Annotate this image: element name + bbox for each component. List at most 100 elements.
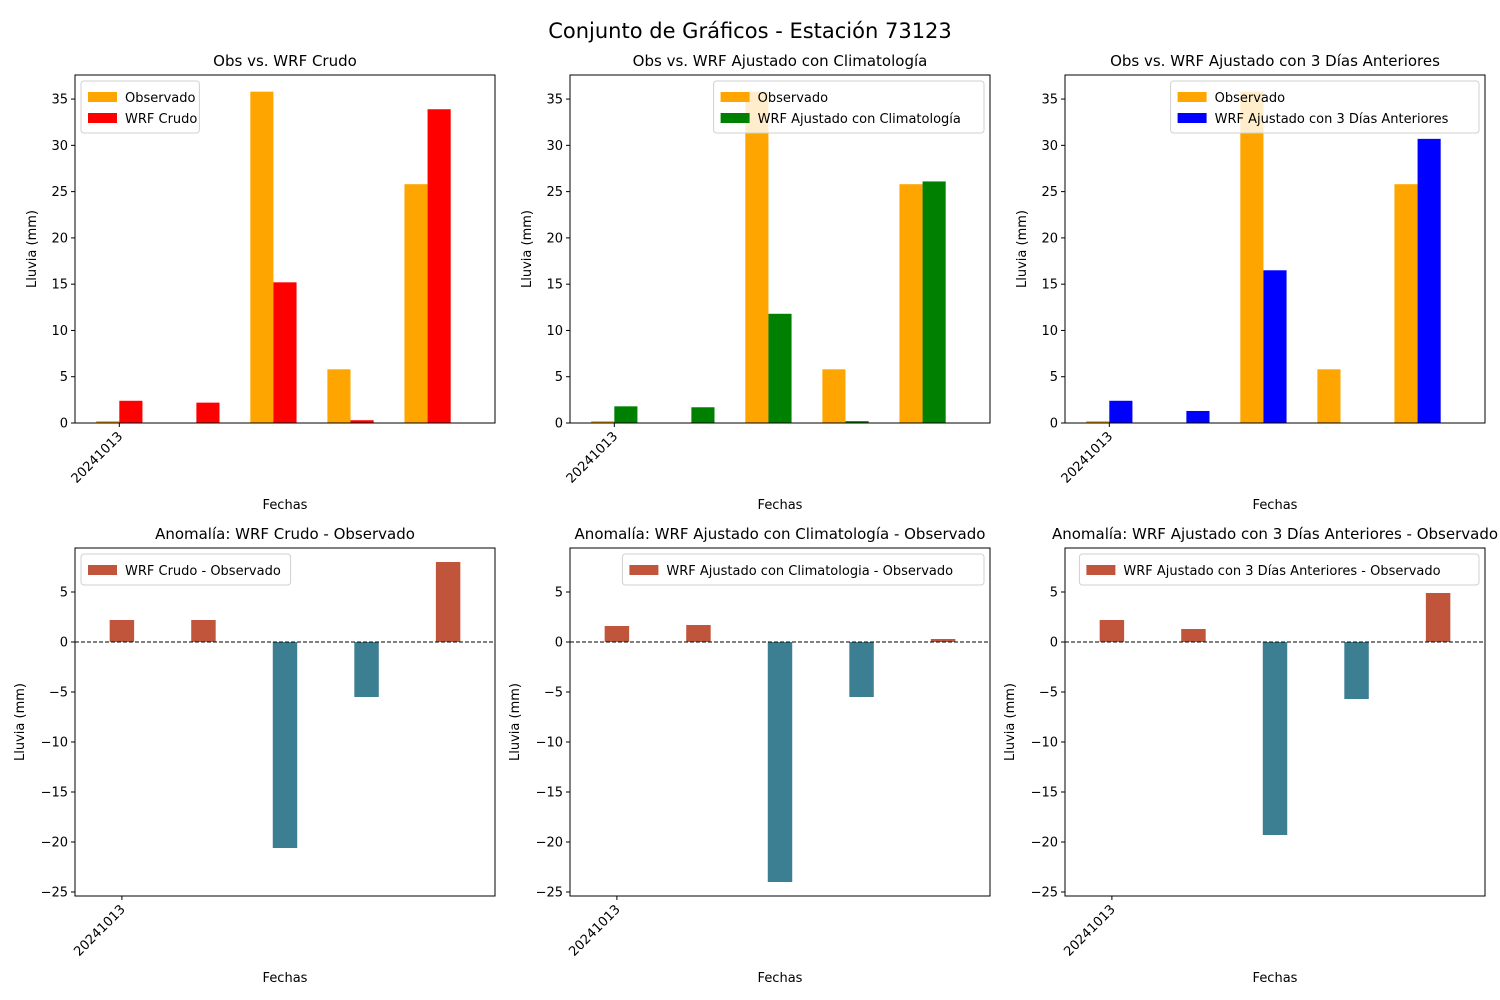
bar-series-1-5 bbox=[404, 184, 428, 423]
y-axis-label: Lluvia (mm) bbox=[1003, 683, 1018, 761]
y-tick-label: −20 bbox=[1031, 836, 1058, 851]
x-axis-label: Fechas bbox=[1253, 498, 1298, 513]
legend-box bbox=[1078, 553, 1480, 586]
y-tick-label: 0 bbox=[1050, 417, 1058, 432]
bar-series-1-1 bbox=[1086, 421, 1110, 423]
bar-anomaly-3 bbox=[767, 642, 793, 882]
y-tick-label: −20 bbox=[536, 836, 563, 851]
y-tick-label: 15 bbox=[1041, 278, 1058, 293]
y-tick-label: 25 bbox=[546, 185, 563, 200]
y-tick-label: −25 bbox=[1031, 886, 1058, 901]
x-tick-label: 20241013 bbox=[566, 902, 623, 959]
chart-title: Obs vs. WRF Ajustado con 3 Días Anterior… bbox=[1110, 52, 1440, 70]
plot-frame bbox=[74, 74, 496, 424]
y-axis-label: Lluvia (mm) bbox=[520, 210, 535, 288]
bar-anomaly-2 bbox=[191, 620, 216, 642]
y-tick-label: 30 bbox=[1041, 139, 1058, 154]
bar-series-1-3 bbox=[745, 91, 769, 423]
y-tick-label: 5 bbox=[60, 370, 68, 385]
x-axis-label: Fechas bbox=[758, 498, 803, 513]
chart-title: Anomalía: WRF Ajustado con 3 Días Anteri… bbox=[1052, 525, 1498, 543]
y-tick-label: −15 bbox=[536, 786, 563, 801]
y-tick-label: −5 bbox=[1039, 686, 1058, 701]
legend-box bbox=[1170, 80, 1480, 134]
bar-anomaly-5 bbox=[930, 639, 956, 642]
plot-frame bbox=[569, 547, 991, 897]
bar-anomaly-5 bbox=[1425, 593, 1451, 642]
bar-series-1-1 bbox=[96, 421, 120, 423]
y-tick-label: −10 bbox=[41, 736, 68, 751]
legend-label: WRF Ajustado con 3 Días Anteriores bbox=[1215, 112, 1449, 127]
bar-anomaly-1 bbox=[109, 620, 135, 642]
legend-swatch bbox=[1086, 565, 1116, 575]
chart-panel-4: Anomalía: WRF Crudo - Observado −25 −20 −15… bbox=[13, 525, 496, 986]
y-tick-label: 0 bbox=[60, 636, 68, 651]
legend-swatch bbox=[720, 92, 750, 102]
bar-series-1-3 bbox=[1240, 91, 1264, 423]
plot-frame bbox=[1064, 74, 1486, 424]
x-tick-label: 20241013 bbox=[69, 429, 126, 486]
bar-series-2-1 bbox=[119, 400, 143, 423]
y-tick-label: 0 bbox=[1050, 636, 1058, 651]
bar-anomaly-3 bbox=[1262, 642, 1288, 835]
chart-title: Anomalía: WRF Ajustado con Climatología … bbox=[575, 525, 986, 543]
bar-series-1-4 bbox=[327, 369, 351, 423]
y-tick-label: 10 bbox=[51, 324, 68, 339]
y-tick-label: −25 bbox=[536, 886, 563, 901]
legend-label: WRF Crudo bbox=[125, 112, 197, 127]
y-tick-label: −25 bbox=[41, 886, 68, 901]
legend-swatch bbox=[629, 565, 659, 575]
y-axis-label: Lluvia (mm) bbox=[1015, 210, 1030, 288]
legend-swatch bbox=[1177, 92, 1207, 102]
legend-label: WRF Ajustado con 3 Días Anteriores - Obs… bbox=[1123, 564, 1440, 579]
y-tick-label: −20 bbox=[41, 836, 68, 851]
legend: WRF Ajustado con 3 Días Anteriores - Obs… bbox=[1078, 553, 1480, 586]
bar-series-2-1 bbox=[1109, 400, 1133, 423]
bar-anomaly-5 bbox=[435, 562, 461, 642]
legend-swatch bbox=[88, 113, 117, 123]
y-tick-label: 5 bbox=[1050, 586, 1058, 601]
bar-series-2-3 bbox=[273, 282, 297, 423]
y-tick-label: 15 bbox=[546, 278, 563, 293]
y-tick-label: 0 bbox=[60, 417, 68, 432]
bar-anomaly-2 bbox=[686, 625, 711, 642]
chart-panel-2: Obs vs. WRF Ajustado con Climatología 0 5 1… bbox=[520, 52, 991, 513]
y-tick-label: 5 bbox=[555, 586, 563, 601]
legend-swatch bbox=[88, 92, 117, 102]
legend-label: Observado bbox=[1215, 91, 1286, 106]
x-tick-label: 20241013 bbox=[1059, 429, 1116, 486]
x-tick-label: 20241013 bbox=[71, 902, 128, 959]
legend-label: WRF Crudo - Observado bbox=[125, 564, 281, 579]
legend-box bbox=[621, 553, 985, 586]
bar-series-1-5 bbox=[899, 184, 923, 423]
bar-series-1-4 bbox=[822, 369, 846, 423]
x-axis-label: Fechas bbox=[263, 498, 308, 513]
y-tick-label: 0 bbox=[555, 417, 563, 432]
y-tick-label: 20 bbox=[546, 231, 563, 246]
legend-swatch bbox=[88, 565, 117, 575]
bar-anomaly-2 bbox=[1181, 629, 1206, 642]
bar-series-2-3 bbox=[1263, 270, 1287, 423]
bar-series-1-3 bbox=[250, 91, 274, 423]
y-axis-label: Lluvia (mm) bbox=[13, 683, 28, 761]
y-tick-label: 20 bbox=[1041, 231, 1058, 246]
chart-title: Anomalía: WRF Crudo - Observado bbox=[155, 525, 415, 543]
chart-title: Obs vs. WRF Ajustado con Climatología bbox=[633, 52, 928, 70]
bar-series-2-2 bbox=[1186, 410, 1210, 423]
bar-series-2-4 bbox=[845, 421, 869, 423]
bar-series-2-3 bbox=[768, 313, 792, 423]
bar-series-2-2 bbox=[691, 407, 715, 423]
legend-box bbox=[80, 553, 292, 586]
bar-series-1-5 bbox=[1394, 184, 1418, 423]
y-tick-label: 30 bbox=[51, 139, 68, 154]
x-axis-label: Fechas bbox=[758, 971, 803, 986]
legend: Observado WRF Ajustado con Climatología bbox=[713, 80, 985, 134]
legend-box bbox=[713, 80, 985, 134]
legend-label: WRF Ajustado con Climatología bbox=[758, 112, 961, 127]
y-axis-label: Lluvia (mm) bbox=[25, 210, 40, 288]
y-tick-label: 5 bbox=[555, 370, 563, 385]
bar-series-1-1 bbox=[591, 421, 615, 423]
chart-panel-1: Obs vs. WRF Crudo 0 5 10 15 20 25 30 35 20241013 F… bbox=[25, 52, 496, 513]
y-tick-label: −10 bbox=[536, 736, 563, 751]
